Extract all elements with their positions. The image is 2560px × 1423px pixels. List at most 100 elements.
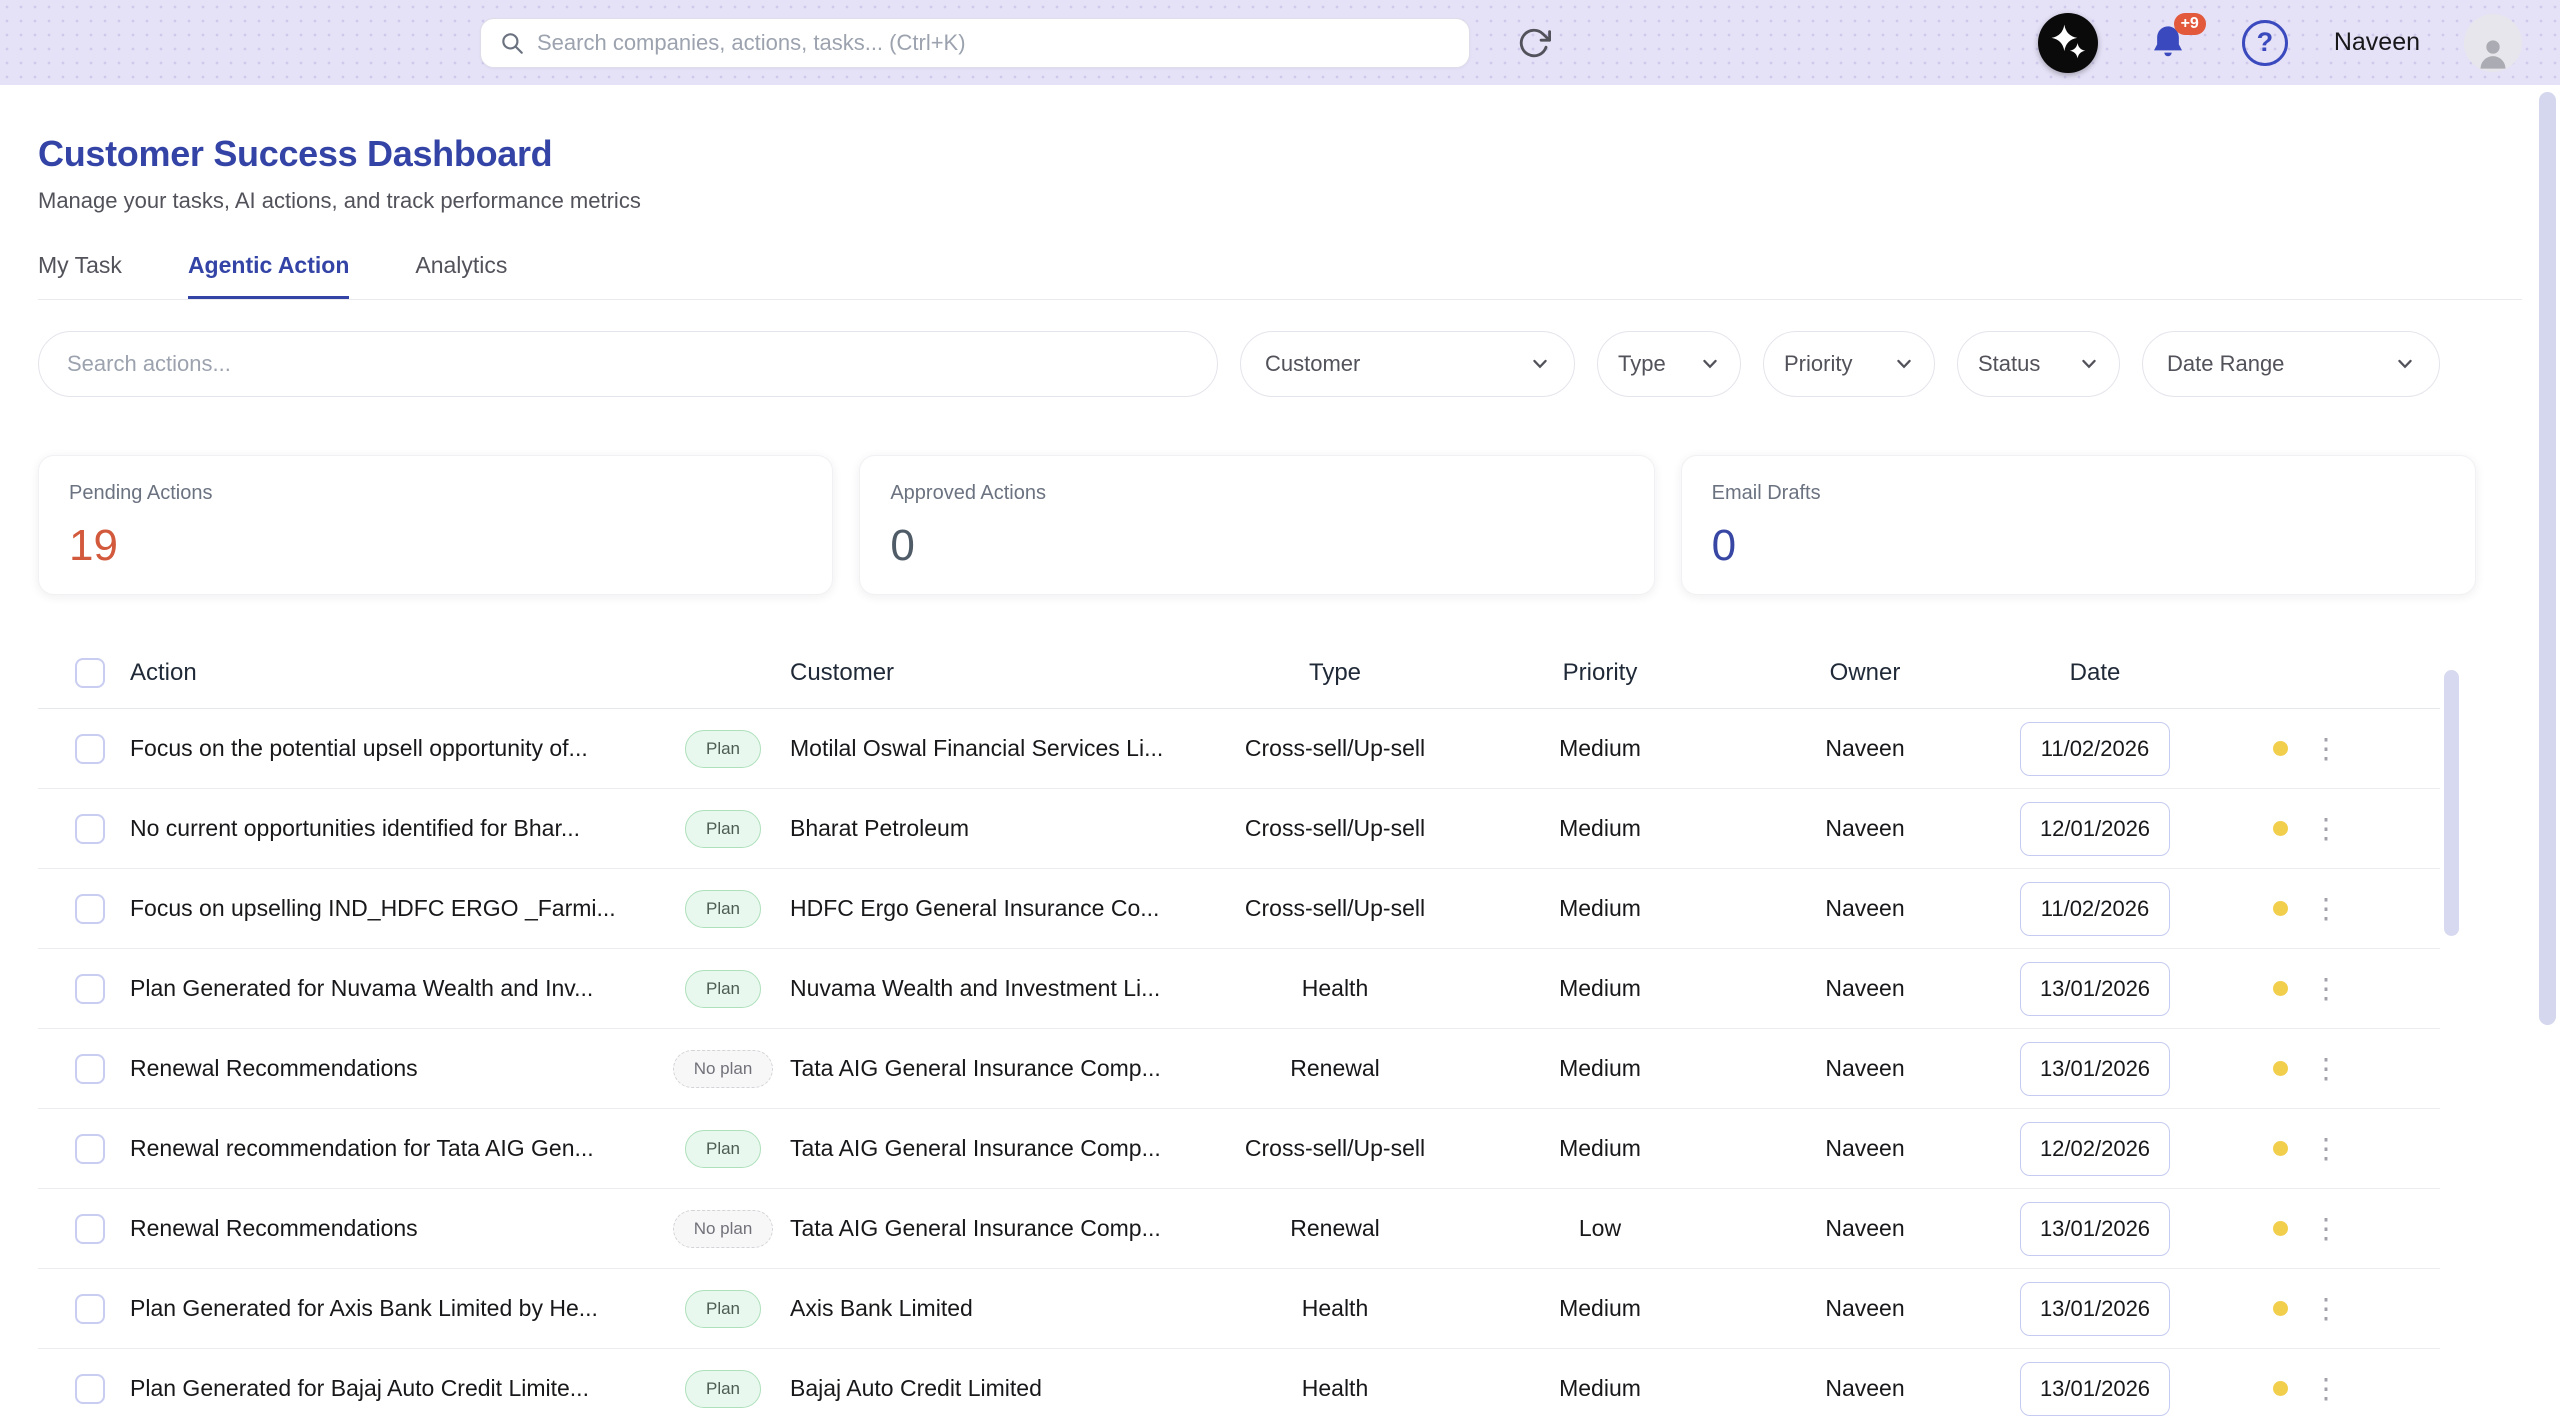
action-type: Cross-sell/Up-sell — [1244, 735, 1426, 761]
avatar[interactable] — [2464, 13, 2522, 72]
global-search-input[interactable] — [537, 29, 1451, 56]
chevron-down-icon — [1897, 359, 1911, 369]
ai-assistant-button[interactable] — [2037, 12, 2098, 73]
select-all-checkbox[interactable] — [75, 657, 105, 688]
row-checkbox[interactable] — [75, 1373, 105, 1404]
row-menu-kebab[interactable]: ⋮ — [2312, 1052, 2340, 1084]
customer-name: Tata AIG General Insurance Comp... — [790, 1215, 1161, 1241]
date-field[interactable]: 13/01/2026 — [2020, 1201, 2170, 1256]
date-field[interactable]: 13/01/2026 — [2020, 1361, 2170, 1416]
row-checkbox[interactable] — [75, 893, 105, 924]
topbar: +9 ? Naveen — [0, 0, 2560, 85]
status-dot — [2272, 1381, 2288, 1396]
priority-filter-dropdown[interactable]: Priority — [1763, 331, 1935, 397]
action-title: Renewal Recommendations — [130, 1055, 418, 1081]
date-field[interactable]: 13/01/2026 — [2020, 961, 2170, 1016]
notification-badge: +9 — [2173, 12, 2206, 35]
table-header: Action Customer Type Priority Owner Date — [38, 637, 2440, 709]
tab-my-task[interactable]: My Task — [38, 252, 122, 278]
row-checkbox[interactable] — [75, 813, 105, 844]
priority-value: Medium — [1559, 895, 1641, 921]
plan-badge: Plan — [684, 969, 762, 1008]
tab-analytics[interactable]: Analytics — [415, 252, 508, 278]
action-type: Health — [1301, 975, 1369, 1001]
row-checkbox[interactable] — [75, 733, 105, 764]
type-filter-dropdown[interactable]: Type — [1597, 331, 1741, 397]
date-field[interactable]: 12/01/2026 — [2020, 801, 2170, 856]
row-menu-kebab[interactable]: ⋮ — [2312, 1372, 2340, 1404]
row-checkbox[interactable] — [75, 1293, 105, 1324]
table-row: Plan Generated for Axis Bank Limited by … — [38, 1269, 2440, 1349]
customer-filter-label: Customer — [1265, 351, 1361, 376]
priority-value: Medium — [1559, 815, 1641, 841]
customer-filter-dropdown[interactable]: Customer — [1240, 331, 1575, 397]
action-title: Renewal Recommendations — [130, 1215, 418, 1241]
status-filter-dropdown[interactable]: Status — [1957, 331, 2120, 397]
tab-agentic-action[interactable]: Agentic Action — [187, 252, 350, 299]
sparkles-icon — [2051, 24, 2086, 58]
date-field[interactable]: 11/02/2026 — [2020, 721, 2170, 776]
stat-value: 19 — [69, 521, 118, 570]
customer-name: Bharat Petroleum — [790, 815, 969, 841]
date-field[interactable]: 13/01/2026 — [2020, 1041, 2170, 1096]
notifications-button[interactable]: +9 — [2146, 12, 2206, 65]
owner-name: Naveen — [1825, 815, 1905, 841]
row-menu-kebab[interactable]: ⋮ — [2312, 1212, 2340, 1244]
refresh-button[interactable] — [1514, 23, 1554, 63]
filter-bar: Customer Type Priority Status Date Range — [38, 331, 2522, 397]
stat-card-email-drafts: Email Drafts 0 — [1680, 455, 2476, 595]
help-button[interactable]: ? — [2241, 19, 2288, 66]
action-type: Cross-sell/Up-sell — [1244, 1135, 1426, 1161]
table-scrollbar[interactable] — [2444, 670, 2459, 936]
date-range-filter-dropdown[interactable]: Date Range — [2142, 331, 2440, 397]
owner-name: Naveen — [1825, 735, 1905, 761]
row-menu-kebab[interactable]: ⋮ — [2312, 892, 2340, 924]
status-dot — [2272, 821, 2288, 836]
plan-badge: Plan — [684, 1369, 762, 1408]
column-header-customer: Customer — [790, 658, 895, 686]
global-search[interactable] — [480, 17, 1470, 68]
chevron-down-icon — [2398, 359, 2412, 369]
search-icon — [502, 32, 523, 54]
type-filter-label: Type — [1618, 351, 1666, 376]
user-name: Naveen — [2333, 28, 2420, 56]
row-checkbox[interactable] — [75, 1213, 105, 1244]
column-header-type: Type — [1308, 658, 1362, 686]
owner-name: Naveen — [1825, 975, 1905, 1001]
plan-badge: Plan — [684, 809, 762, 848]
actions-search-input[interactable] — [38, 331, 1218, 397]
plan-badge: Plan — [684, 1129, 762, 1168]
action-type: Cross-sell/Up-sell — [1244, 815, 1426, 841]
row-menu-kebab[interactable]: ⋮ — [2312, 1292, 2340, 1324]
row-menu-kebab[interactable]: ⋮ — [2312, 1132, 2340, 1164]
stat-card-approved-actions: Approved Actions 0 — [859, 455, 1655, 595]
row-checkbox[interactable] — [75, 1133, 105, 1164]
action-title: Plan Generated for Bajaj Auto Credit Lim… — [130, 1375, 589, 1401]
status-dot — [2272, 901, 2288, 916]
table-row: Plan Generated for Nuvama Wealth and Inv… — [38, 949, 2440, 1029]
priority-value: Medium — [1559, 1375, 1641, 1401]
page-scrollbar[interactable] — [2539, 92, 2556, 1025]
action-title: Plan Generated for Axis Bank Limited by … — [130, 1295, 598, 1321]
row-checkbox[interactable] — [75, 1053, 105, 1084]
row-menu-kebab[interactable]: ⋮ — [2312, 812, 2340, 844]
date-field[interactable]: 13/01/2026 — [2020, 1281, 2170, 1336]
date-field[interactable]: 11/02/2026 — [2020, 881, 2170, 936]
owner-name: Naveen — [1825, 1215, 1905, 1241]
row-menu-kebab[interactable]: ⋮ — [2312, 972, 2340, 1004]
date-field[interactable]: 12/02/2026 — [2020, 1121, 2170, 1176]
stat-label: Approved Actions — [890, 482, 1046, 504]
status-dot — [2272, 1221, 2288, 1236]
table-row: No current opportunities identified for … — [38, 789, 2440, 869]
chevron-down-icon — [1533, 359, 1547, 369]
plan-badge: Plan — [684, 1289, 762, 1328]
row-checkbox[interactable] — [75, 973, 105, 1004]
priority-value: Medium — [1559, 1135, 1641, 1161]
customer-name: Tata AIG General Insurance Comp... — [790, 1055, 1161, 1081]
row-menu-kebab[interactable]: ⋮ — [2312, 732, 2340, 764]
actions-table: Action Customer Type Priority Owner Date… — [38, 637, 2440, 1423]
refresh-icon — [1519, 28, 1551, 57]
action-type: Renewal — [1290, 1215, 1380, 1241]
bell-icon — [2153, 25, 2182, 56]
priority-value: Low — [1578, 1215, 1622, 1241]
